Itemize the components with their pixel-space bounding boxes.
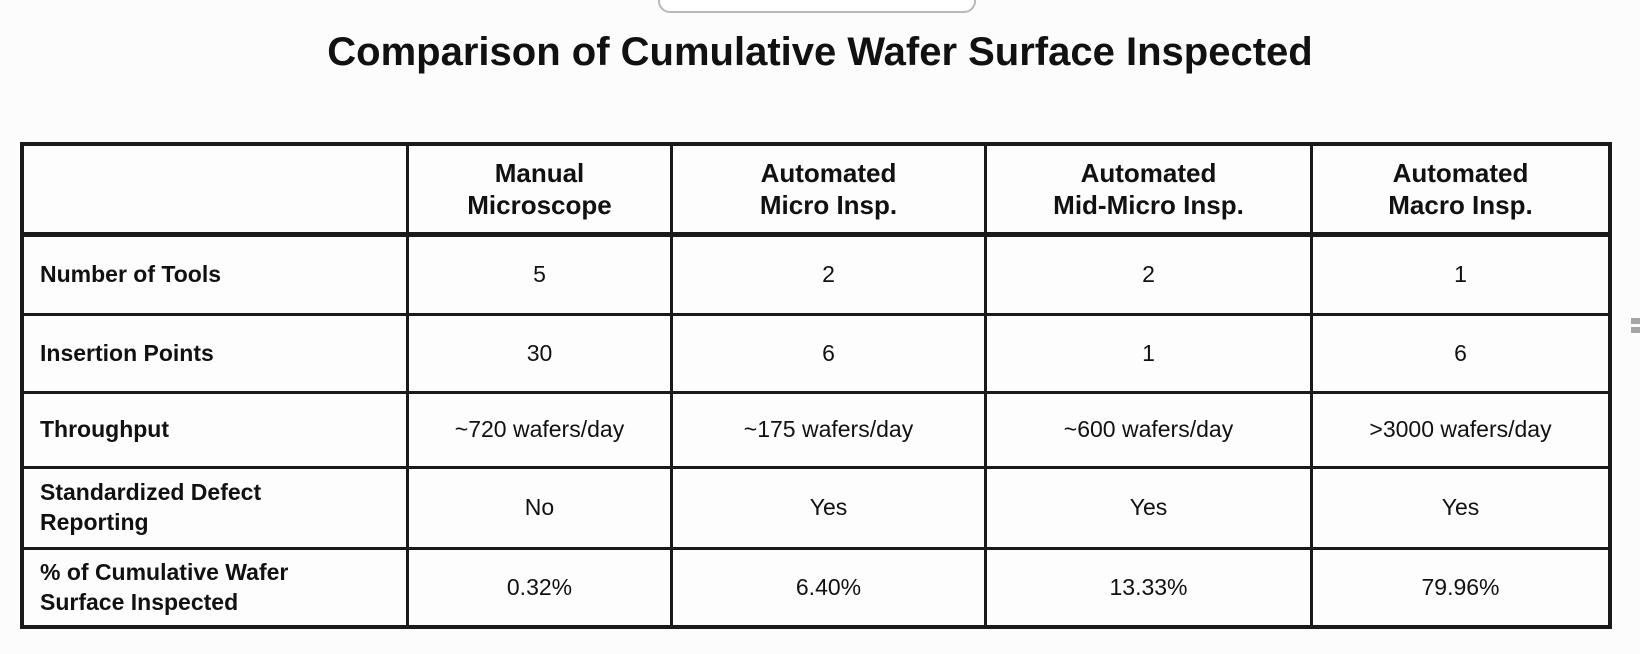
- table-cell: 30: [409, 316, 670, 391]
- table-cell: 0.32%: [409, 550, 670, 625]
- table-cell: 2: [673, 237, 984, 313]
- screen-edge-artifact: [1631, 318, 1640, 334]
- popup-box-partial: [658, 0, 976, 13]
- table-cell: 1: [987, 316, 1310, 391]
- table-cell: Yes: [987, 469, 1310, 547]
- table-cell: ~175 wafers/day: [673, 394, 984, 466]
- table-cell: 13.33%: [987, 550, 1310, 625]
- header-cell-automated-micro-insp: Automated Micro Insp.: [673, 146, 984, 234]
- row-label-percent-cumulative-wafer-surface: % of Cumulative Wafer Surface Inspected: [24, 550, 406, 625]
- table-cell: 6: [673, 316, 984, 391]
- row-label-number-of-tools: Number of Tools: [24, 237, 406, 313]
- header-cell-automated-macro-insp: Automated Macro Insp.: [1313, 146, 1608, 234]
- table-cell: ~720 wafers/day: [409, 394, 670, 466]
- table-cell: 6.40%: [673, 550, 984, 625]
- table-cell: No: [409, 469, 670, 547]
- page-title: Comparison of Cumulative Wafer Surface I…: [327, 30, 1313, 74]
- table-cell: 2: [987, 237, 1310, 313]
- header-cell-automated-mid-micro-insp: Automated Mid-Micro Insp.: [987, 146, 1310, 234]
- header-cell-manual-microscope: Manual Microscope: [409, 146, 670, 234]
- row-label-insertion-points: Insertion Points: [24, 316, 406, 391]
- table-cell: 79.96%: [1313, 550, 1608, 625]
- table-cell: 1: [1313, 237, 1608, 313]
- table-cell: 6: [1313, 316, 1608, 391]
- table-cell: 5: [409, 237, 670, 313]
- comparison-table: Manual Microscope Automated Micro Insp. …: [20, 142, 1612, 629]
- artifact-mark: [1631, 318, 1640, 324]
- header-cell-empty: [24, 146, 406, 234]
- table-cell: Yes: [1313, 469, 1608, 547]
- artifact-mark: [1631, 327, 1640, 333]
- row-label-standardized-defect-reporting: Standardized Defect Reporting: [24, 469, 406, 547]
- table-cell: >3000 wafers/day: [1313, 394, 1608, 466]
- row-label-throughput: Throughput: [24, 394, 406, 466]
- table-cell: ~600 wafers/day: [987, 394, 1310, 466]
- table-cell: Yes: [673, 469, 984, 547]
